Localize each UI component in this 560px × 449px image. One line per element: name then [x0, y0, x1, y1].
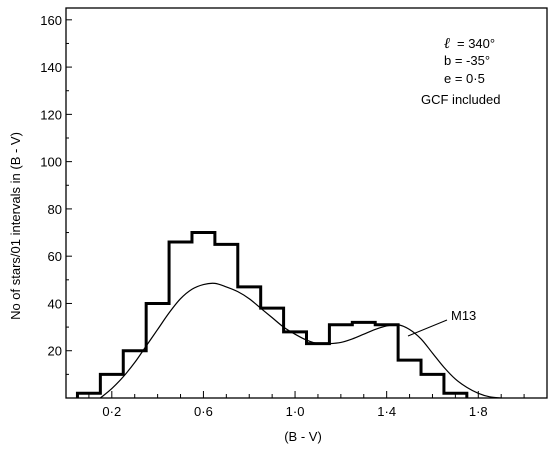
y-axis-label: No of stars/01 intervals in (B - V): [8, 132, 23, 320]
x-axis-ticks: 0·2 0·6 1·0 1·4 1·8: [88, 391, 525, 419]
x-tick-label: 1·8: [469, 404, 488, 419]
histogram-bin: [307, 344, 330, 398]
m13-curve: [99, 282, 502, 399]
x-tick-label: 1·4: [377, 404, 396, 419]
histogram-bin: [77, 393, 100, 398]
m13-label-group: M13: [407, 308, 476, 337]
m13-label: M13: [451, 308, 476, 323]
y-tick-label: 40: [48, 296, 62, 311]
x-tick-label: 0·2: [102, 404, 121, 419]
annotation-e: e = 0·5: [444, 71, 485, 86]
m13-leader-line: [407, 319, 448, 337]
axes: [65, 7, 548, 399]
histogram-bin: [261, 308, 284, 398]
x-tick-label: 1·0: [286, 404, 305, 419]
x-axis-label: (B - V): [284, 429, 322, 444]
histogram-bin: [284, 332, 307, 398]
histogram-bin: [123, 351, 146, 398]
y-tick-label: 160: [40, 13, 62, 28]
histogram-bin: [398, 360, 421, 398]
x-tick-label: 0·6: [194, 404, 213, 419]
y-tick-label: 120: [40, 107, 62, 122]
histogram-bin: [421, 374, 444, 398]
histogram-bin: [329, 325, 352, 398]
plot-frame: [65, 7, 548, 399]
histogram-bin: [100, 374, 123, 398]
annotation-box: ℓ = 340° b = -35° e = 0·5 GCF included: [421, 36, 500, 107]
y-tick-label: 80: [48, 202, 62, 217]
histogram-series: [75, 231, 469, 398]
y-tick-label: 140: [40, 60, 62, 75]
y-tick-label: 60: [48, 249, 62, 264]
annotation-l-value: = 340°: [457, 36, 495, 51]
annotation-l-symbol: ℓ: [444, 36, 450, 52]
histogram-bin: [238, 287, 261, 398]
y-axis-ticks: 20 40 60 80 100 120 140 160: [40, 13, 72, 375]
annotation-gcf: GCF included: [421, 92, 500, 107]
histogram-bin: [192, 233, 215, 398]
histogram-bin: [375, 325, 398, 398]
y-tick-label: 100: [40, 155, 62, 170]
histogram-bin: [169, 242, 192, 398]
y-tick-label: 20: [48, 344, 62, 359]
histogram-bin: [444, 393, 467, 398]
histogram-bin: [215, 244, 238, 398]
annotation-b: b = -35°: [444, 53, 490, 68]
m13-curve-series: [99, 282, 502, 399]
